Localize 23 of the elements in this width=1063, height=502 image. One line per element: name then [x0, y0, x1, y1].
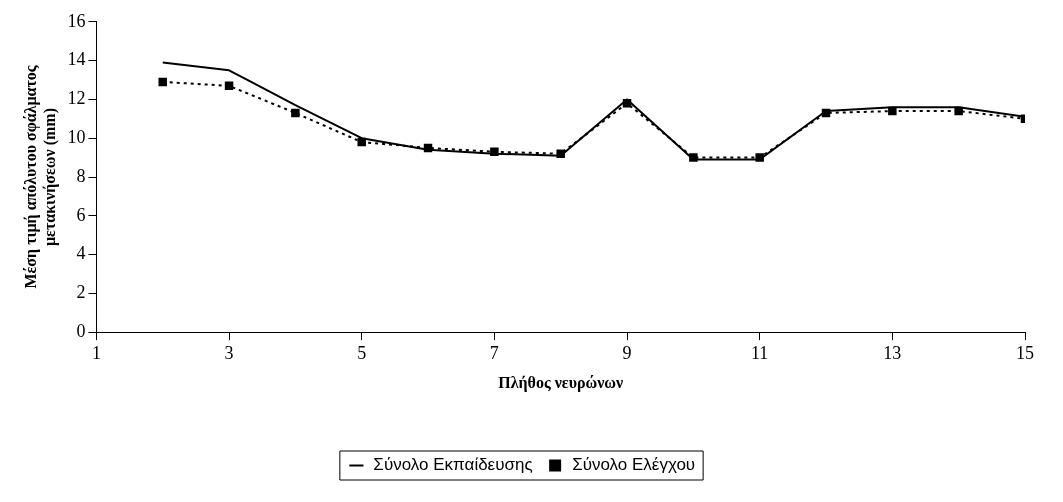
y-tick-label: 16	[67, 10, 86, 31]
point	[158, 77, 167, 87]
point	[291, 108, 300, 118]
x-tick-label: 13	[883, 342, 902, 363]
y-tick-label: 2	[76, 282, 86, 303]
legend-label: Σύνολο Εκπαίδευσης	[373, 455, 533, 475]
x-tick-label: 9	[622, 342, 632, 363]
y-tick-label: 14	[67, 49, 86, 70]
legend-label: Σύνολο Ελέγχου	[572, 455, 696, 475]
y-axis-title: Μέση τιμή απόλυτου σφάλματος μετακινήσεων (mm)	[21, 65, 59, 289]
x-tick-label: 5	[357, 342, 367, 363]
x-tick-label: 15	[1016, 342, 1034, 363]
y-tick-label: 8	[76, 165, 86, 186]
y-tick-label: 12	[67, 88, 86, 109]
x-tick-label: 1	[91, 342, 101, 363]
y-tick-label: 4	[76, 243, 86, 264]
x-tick-label: 7	[489, 342, 499, 363]
x-axis-title: Πλήθος νευρώνων	[498, 373, 624, 392]
x-tick-label: 3	[224, 342, 234, 363]
y-tick-label: 6	[76, 204, 86, 225]
y-tick-label: 0	[76, 320, 86, 341]
y-tick-label: 10	[67, 126, 86, 147]
x-tick-label: 11	[751, 342, 769, 363]
